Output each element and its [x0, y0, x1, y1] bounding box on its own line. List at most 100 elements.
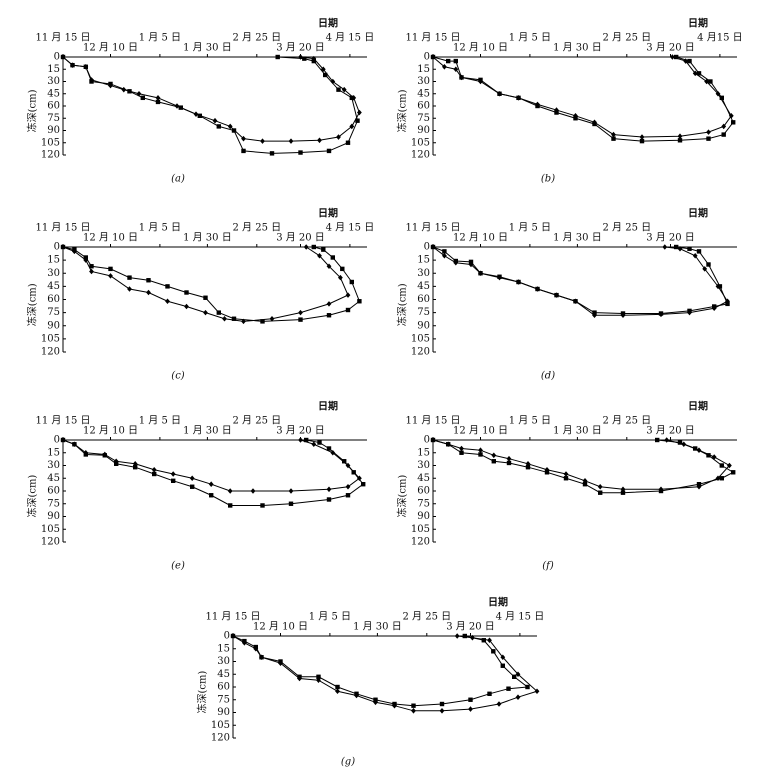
x-tick-label: 12 月 10 日: [83, 42, 138, 54]
diamond-marker: [151, 466, 157, 473]
x-tick-label: 1 月 30 日: [183, 232, 232, 244]
square-marker: [712, 304, 717, 309]
diamond-marker: [728, 113, 734, 119]
square-marker: [573, 116, 578, 121]
x-tick-label: 2 月 25 日: [232, 222, 281, 234]
diamond-marker: [506, 455, 512, 462]
diamond-marker: [442, 252, 447, 259]
square-marker: [241, 148, 246, 154]
x-tick-label: 3 月 20 日: [646, 425, 695, 437]
square-marker: [658, 311, 664, 316]
square-marker: [706, 136, 711, 141]
square-marker: [345, 307, 351, 313]
series-line: [432, 246, 729, 314]
diamond-marker: [345, 483, 351, 490]
diamond-marker: [357, 109, 362, 116]
square-marker: [89, 79, 94, 84]
y-tick-label: 105: [211, 720, 230, 731]
square-marker: [478, 452, 483, 457]
square-marker: [620, 311, 626, 316]
series-line: [232, 635, 529, 707]
y-tick-label: 15: [47, 255, 60, 266]
x-axis-title: 日期: [318, 207, 338, 220]
diamond-marker: [563, 471, 569, 477]
square-marker: [275, 54, 280, 60]
y-tick-label: 0: [424, 435, 430, 446]
y-tick-label: 45: [417, 473, 430, 484]
square-marker: [453, 258, 458, 264]
y-tick-label: 15: [47, 447, 60, 458]
diamond-marker: [454, 633, 460, 639]
y-tick-label: 120: [41, 537, 60, 548]
square-marker: [620, 490, 626, 495]
square-marker: [60, 244, 66, 250]
y-tick-label: 105: [41, 137, 60, 148]
diamond-marker: [706, 129, 711, 135]
diamond-marker: [212, 117, 218, 124]
square-marker: [525, 684, 530, 690]
square-marker: [411, 703, 416, 708]
square-marker: [719, 463, 724, 468]
diamond-marker: [345, 292, 351, 298]
x-tick-label: 4 月 15 日: [326, 222, 375, 234]
square-marker: [242, 638, 247, 644]
square-marker: [731, 120, 736, 125]
diamond-marker: [357, 475, 362, 482]
panel-caption: (b): [541, 174, 555, 185]
y-axis-title: 冻深(cm): [396, 89, 409, 132]
x-axis-title: 日期: [318, 400, 338, 413]
x-tick-label: 1 月 5 日: [509, 222, 551, 234]
diamond-marker: [121, 86, 127, 93]
y-tick-label: 0: [224, 631, 230, 642]
square-marker: [230, 633, 236, 639]
square-marker: [311, 58, 316, 64]
diamond-marker: [184, 303, 189, 310]
x-tick-label: 1 月 5 日: [139, 415, 181, 427]
x-tick-label: 4 月 15 日: [326, 32, 375, 44]
square-marker: [231, 128, 237, 133]
diamond-marker: [721, 123, 727, 130]
y-tick-label: 0: [54, 52, 60, 63]
square-marker: [677, 138, 683, 143]
square-marker: [674, 54, 679, 60]
square-marker: [468, 697, 473, 702]
panel-caption: (c): [171, 371, 185, 382]
y-tick-label: 60: [417, 486, 430, 497]
diamond-marker: [298, 54, 303, 60]
square-marker: [658, 488, 664, 494]
y-tick-label: 120: [41, 150, 60, 161]
x-tick-label: 12 月 10 日: [453, 42, 508, 54]
y-tick-label: 75: [417, 113, 430, 124]
square-marker: [155, 99, 161, 105]
y-tick-label: 30: [417, 460, 430, 471]
y-tick-label: 30: [417, 76, 430, 87]
y-tick-label: 45: [417, 88, 430, 99]
panel-caption: (d): [541, 371, 555, 382]
y-tick-label: 30: [47, 268, 60, 279]
square-marker: [259, 655, 264, 660]
y-tick-label: 90: [47, 511, 60, 522]
square-marker: [696, 482, 702, 487]
diamond-marker: [227, 488, 233, 494]
x-tick-label: 11 月 15 日: [406, 32, 461, 44]
square-marker: [152, 471, 157, 477]
x-axis-title: 日期: [688, 207, 708, 220]
square-marker: [102, 453, 107, 458]
diamond-marker: [468, 261, 474, 268]
square-marker: [178, 105, 183, 110]
square-marker: [721, 132, 726, 137]
diamond-marker: [692, 70, 698, 77]
diamond-marker: [582, 478, 588, 484]
diamond-marker: [170, 471, 176, 477]
square-marker: [563, 476, 569, 481]
series-line: [62, 56, 360, 142]
square-marker: [298, 317, 303, 322]
square-marker: [228, 503, 233, 508]
x-tick-label: 3 月 20 日: [276, 425, 325, 437]
diamond-marker: [515, 671, 521, 678]
x-tick-label: 12 月 10 日: [83, 232, 138, 244]
square-marker: [351, 470, 356, 475]
square-marker: [354, 691, 359, 696]
square-marker: [719, 95, 724, 101]
square-marker: [89, 264, 94, 269]
